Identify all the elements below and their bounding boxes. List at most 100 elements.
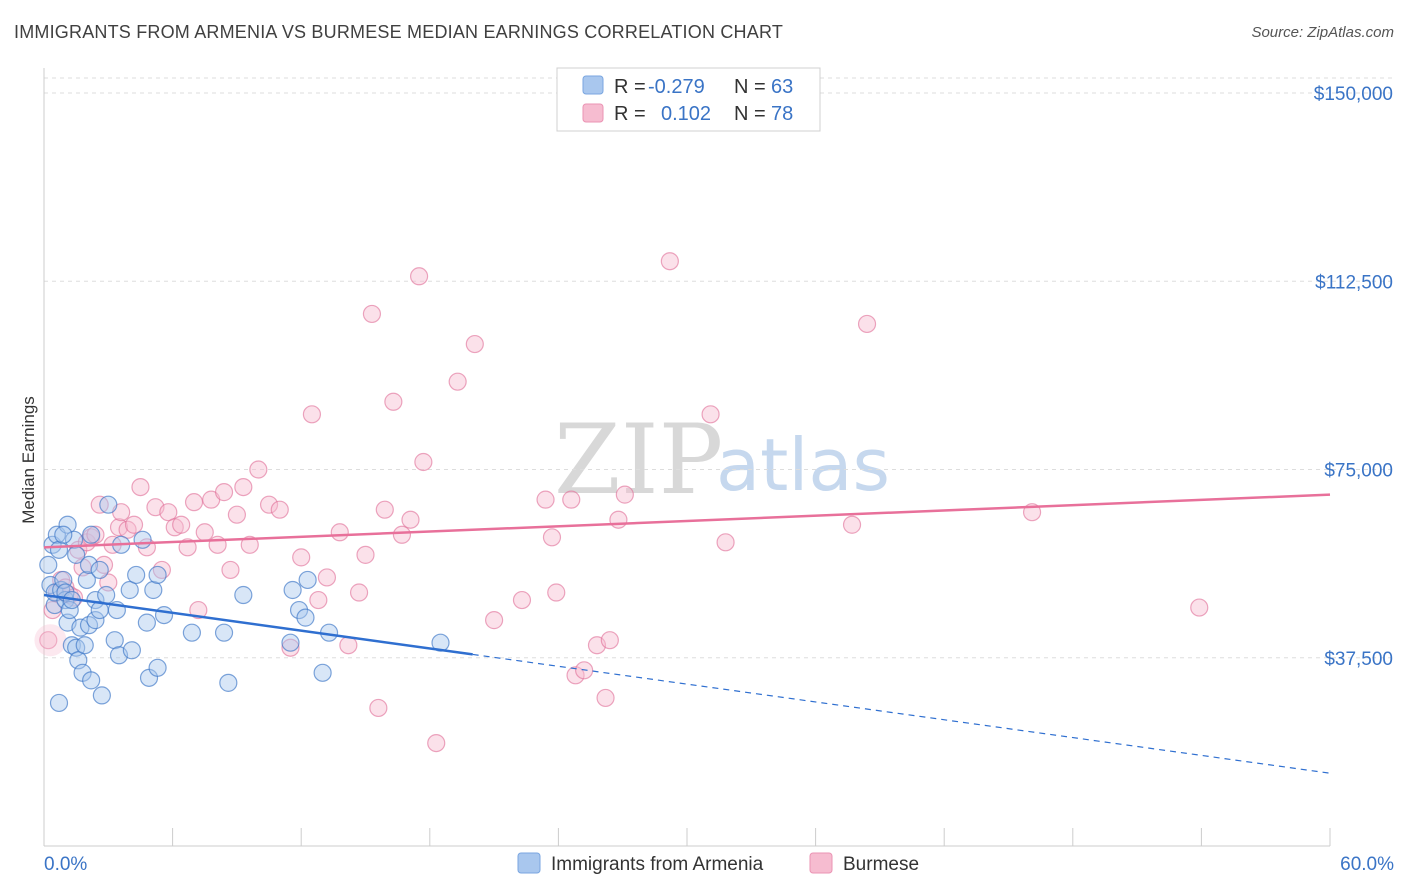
point-burmese (195, 523, 214, 542)
point-burmese (536, 490, 555, 509)
point-armenia (105, 631, 124, 650)
point-armenia (313, 663, 332, 682)
point-burmese (596, 688, 615, 708)
y-tick-label: $75,000 (1324, 461, 1393, 482)
point-burmese (401, 510, 420, 529)
point-burmese (292, 548, 311, 567)
y-tick-label: $150,000 (1314, 84, 1393, 105)
point-armenia (122, 641, 141, 660)
point-armenia (289, 600, 309, 620)
chart-source: Source: ZipAtlas.com (1251, 24, 1394, 41)
bottom-legend-swatch-armenia[interactable] (517, 852, 541, 874)
point-burmese (485, 611, 504, 630)
point-burmese (302, 405, 322, 424)
point-burmese (369, 698, 388, 718)
watermark-atlas: atlas (716, 423, 890, 507)
point-armenia (49, 540, 69, 559)
point-burmese (131, 477, 150, 497)
trend-line-armenia (43, 593, 473, 656)
point-armenia (281, 633, 300, 652)
point-burmese (414, 452, 433, 472)
point-burmese (362, 304, 382, 324)
point-armenia (234, 585, 253, 605)
point-burmese (221, 560, 240, 580)
x-tick-label-max: 60.0% (1340, 854, 1394, 875)
point-armenia (82, 525, 101, 544)
point-armenia (133, 530, 152, 549)
point-burmese (214, 483, 234, 502)
point-armenia (137, 613, 156, 632)
legend-r-label-armenia: R = (614, 76, 646, 98)
point-armenia (127, 565, 146, 585)
point-burmese (409, 267, 429, 286)
point-armenia (296, 608, 315, 627)
point-burmese (562, 490, 581, 509)
point-armenia (154, 605, 174, 625)
point-burmese (317, 568, 337, 587)
point-burmese (660, 252, 679, 271)
point-armenia (90, 560, 109, 580)
x-ticks (43, 828, 1331, 846)
point-armenia (39, 555, 58, 575)
bottom-legend-label-burmese[interactable]: Burmese (843, 854, 919, 875)
y-tick-label: $37,500 (1324, 649, 1393, 670)
legend-swatch-burmese (582, 103, 604, 123)
chart-title: IMMIGRANTS FROM ARMENIA VS BURMESE MEDIA… (14, 22, 784, 42)
point-armenia (214, 623, 234, 642)
point-burmese (349, 583, 369, 602)
point-burmese (270, 500, 289, 519)
point-burmese (189, 600, 208, 620)
point-burmese (547, 583, 566, 602)
point-burmese (512, 590, 532, 610)
bottom-legend-label-armenia[interactable]: Immigrants from Armenia (551, 854, 764, 875)
point-burmese (227, 505, 246, 524)
point-burmese (392, 525, 412, 544)
point-armenia (92, 686, 111, 705)
point-burmese (309, 590, 328, 610)
point-armenia (58, 515, 77, 534)
point-armenia (77, 570, 96, 590)
point-armenia (49, 693, 69, 713)
point-burmese (427, 733, 446, 753)
y-tick-labels: $37,500 $75,000 $112,500 $150,000 (1314, 84, 1393, 670)
point-burmese (465, 334, 484, 354)
point-burmese (448, 372, 467, 391)
point-armenia (298, 570, 317, 590)
point-burmese (240, 535, 259, 554)
point-armenia (120, 580, 139, 600)
point-burmese-cluster (34, 624, 67, 657)
series-legend: Immigrants from Armenia Burmese (517, 852, 919, 875)
point-burmese (701, 405, 720, 424)
legend-r-label-burmese: R = (614, 103, 646, 125)
y-axis-label: Median Earnings (19, 396, 38, 524)
legend-n-label-armenia: N = (734, 76, 766, 98)
gridlines (44, 77, 1394, 659)
point-armenia (97, 585, 116, 605)
trend-line-armenia-projection (472, 653, 1331, 774)
point-burmese (249, 460, 268, 479)
point-burmese (566, 666, 585, 685)
bottom-legend-swatch-burmese[interactable] (809, 852, 833, 874)
point-armenia (182, 623, 201, 642)
trend-lines (43, 493, 1331, 774)
point-armenia (86, 611, 105, 630)
legend-r-value-burmese: 0.102 (661, 103, 711, 125)
point-burmese (615, 485, 634, 504)
series-burmese-points (34, 252, 1209, 753)
point-armenia (144, 580, 163, 600)
legend-r-value-armenia: -0.279 (648, 76, 705, 98)
point-burmese (281, 638, 300, 657)
point-armenia (99, 495, 118, 514)
point-burmese (39, 631, 58, 650)
point-armenia (75, 636, 94, 655)
point-armenia (283, 580, 302, 600)
point-burmese (356, 545, 375, 564)
legend-n-value-burmese: 78 (771, 103, 793, 125)
trend-line-burmese (43, 493, 1331, 549)
point-burmese (330, 523, 349, 542)
point-burmese (184, 493, 204, 512)
legend-n-value-armenia: 63 (771, 76, 793, 98)
x-tick-label-min: 0.0% (44, 854, 87, 875)
point-armenia (54, 525, 73, 544)
